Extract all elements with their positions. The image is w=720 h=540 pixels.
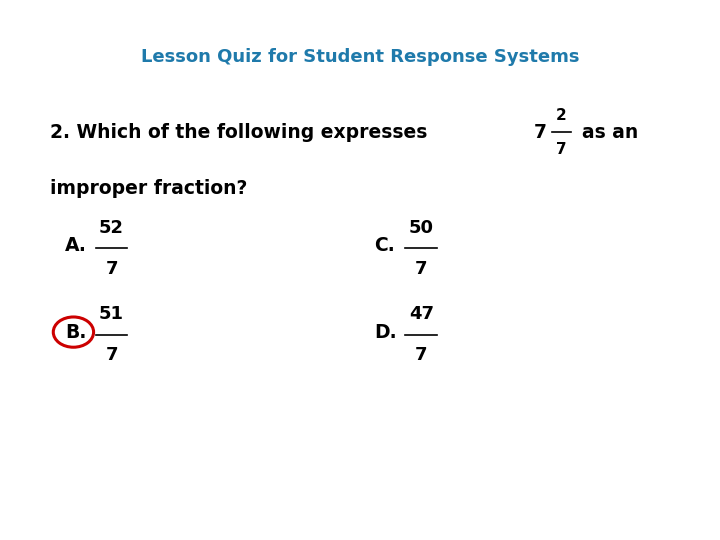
Text: 2: 2: [557, 107, 567, 123]
Text: 7: 7: [415, 346, 428, 364]
Text: 51: 51: [99, 305, 124, 323]
Text: 50: 50: [409, 219, 433, 237]
Text: 7: 7: [557, 142, 567, 157]
Text: C.: C.: [374, 236, 395, 255]
Text: improper fraction?: improper fraction?: [50, 179, 248, 199]
Text: A.: A.: [65, 236, 86, 255]
Text: as an: as an: [582, 123, 638, 142]
Text: B.: B.: [65, 322, 86, 342]
Text: 7: 7: [105, 260, 118, 278]
Text: 52: 52: [99, 219, 124, 237]
Text: 7: 7: [534, 123, 547, 142]
Text: 47: 47: [409, 305, 433, 323]
Text: 7: 7: [105, 346, 118, 364]
Text: D.: D.: [374, 322, 397, 342]
Text: 7: 7: [415, 260, 428, 278]
Text: 2. Which of the following expresses: 2. Which of the following expresses: [50, 123, 428, 142]
Text: Lesson Quiz for Student Response Systems: Lesson Quiz for Student Response Systems: [140, 48, 580, 66]
